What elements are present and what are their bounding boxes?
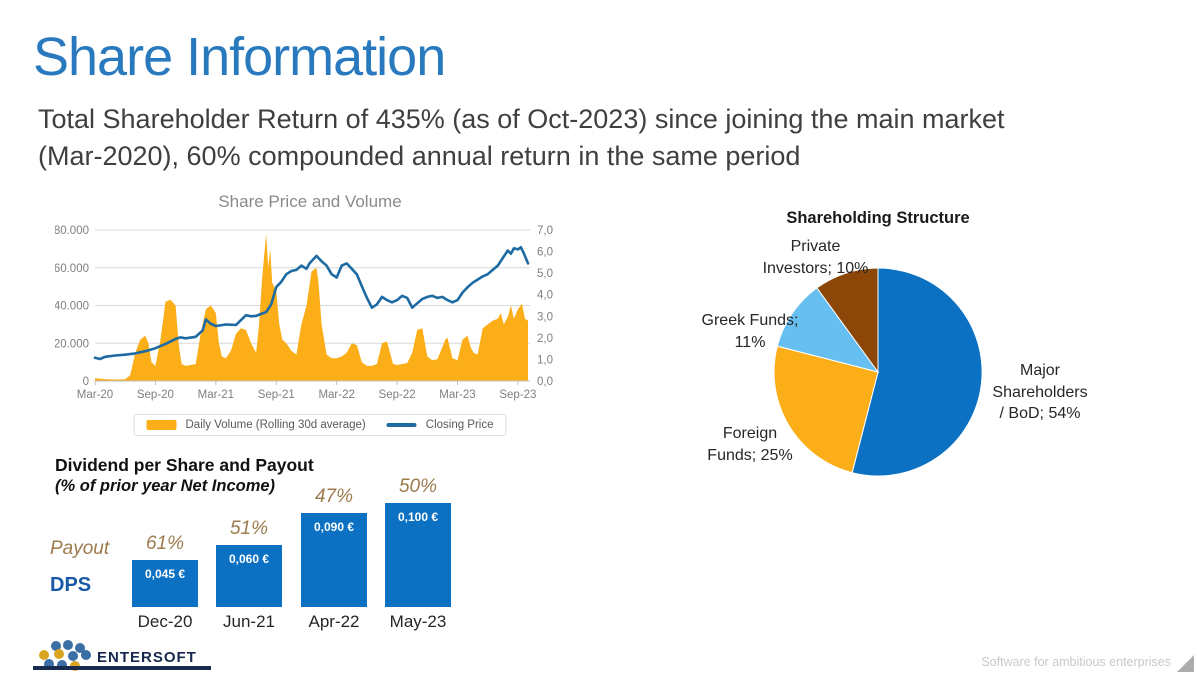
x-axis-tick-label: Sep-23	[499, 389, 536, 401]
bar-category-label: May-23	[389, 612, 447, 631]
x-axis-tick-label: Sep-20	[137, 389, 174, 401]
pie-slice-foreign-funds	[773, 345, 879, 474]
dps-value-label: 0,060 €	[228, 551, 270, 566]
page-title: Share Information	[33, 27, 446, 87]
dividend-chart-title: Dividend per Share and Payout	[55, 455, 314, 475]
closing-price-legend-swatch	[386, 423, 417, 427]
logo-dot	[54, 649, 64, 659]
x-axis-tick-label: Mar-21	[198, 389, 234, 401]
bar-category-label: Jun-21	[223, 612, 275, 631]
bar-category-label: Dec-20	[137, 612, 193, 631]
pie-slice-label: Greek Funds; 11%	[701, 312, 799, 351]
left-axis-tick-label: 80.000	[55, 225, 89, 237]
dps-row-label: DPS	[50, 574, 92, 596]
price-volume-legend: Daily Volume (Rolling 30d average) Closi…	[133, 414, 507, 436]
right-axis-tick-label: 1,0	[537, 354, 553, 366]
dps-bar-may-23	[385, 503, 451, 607]
pie-plot	[773, 267, 983, 477]
pie-slice-private-investors	[816, 267, 879, 374]
entersoft-logo: ENTERSOFT	[35, 637, 265, 673]
price-volume-plot: 80.000 60.000 40.000 20.000 0 7,0 6,0 5,0 4,0 3,0…	[55, 225, 553, 401]
right-axis-tick-label: 2,0	[537, 333, 553, 345]
x-axis-tick-label: Mar-20	[77, 389, 113, 401]
payout-value-label: 50%	[398, 476, 438, 497]
daily-volume-area	[95, 233, 528, 381]
shareholding-pie-chart	[670, 195, 1110, 495]
dps-value-label: 0,045 €	[144, 567, 186, 582]
dps-bar-jun-21	[216, 544, 282, 607]
daily-volume-legend-swatch	[146, 420, 177, 430]
logo-dot	[81, 650, 91, 660]
payout-value-label: 47%	[314, 486, 354, 508]
left-axis-tick-label: 0	[83, 376, 89, 388]
closing-price-legend-label: Closing Price	[425, 419, 494, 431]
subtitle-line-2: (Mar-2020), 60% compounded annual return…	[38, 141, 801, 172]
right-axis-tick-label: 7,0	[537, 225, 553, 237]
x-axis-tick-label: Mar-22	[318, 389, 354, 401]
dividend-chart: Dividend per Share and Payout (% of prio…	[40, 450, 480, 645]
pie-slice-major-shareholders-bod	[851, 267, 983, 477]
dps-bar-apr-22	[301, 513, 367, 607]
pie-slice-label: Major Shareholders / BoD; 54%	[992, 362, 1088, 423]
dps-bar-dec-20	[132, 560, 198, 607]
daily-volume-legend-label: Daily Volume (Rolling 30d average)	[185, 419, 366, 431]
share-price-volume-chart: Share Price and Volume 80.000 60.000 40.00…	[55, 192, 567, 442]
logo-dot	[51, 641, 61, 651]
corner-triangle-icon	[1177, 655, 1194, 672]
payout-value-label: 61%	[145, 533, 185, 555]
logo-dot	[39, 650, 49, 660]
pie-slice-label: Foreign Funds; 25%	[707, 425, 793, 464]
right-axis-tick-label: 5,0	[537, 268, 553, 280]
left-axis-tick-label: 40.000	[55, 301, 89, 313]
logo-dot	[68, 651, 78, 661]
bar-category-label: Apr-22	[308, 612, 360, 631]
x-axis-tick-label: Sep-22	[379, 389, 416, 401]
entersoft-logo-text: ENTERSOFT	[97, 649, 197, 666]
logo-underline	[33, 666, 211, 670]
dps-value-label: 0,100 €	[397, 510, 439, 524]
payout-value-label: 51%	[229, 517, 269, 539]
left-axis-tick-label: 60.000	[55, 263, 89, 275]
x-axis-tick-label: Mar-23	[439, 389, 475, 401]
right-axis-tick-label: 4,0	[537, 290, 553, 302]
pie-slice-greek-funds	[776, 287, 880, 373]
footer-tagline: Software for ambitious enterprises	[981, 655, 1171, 669]
left-axis-tick-label: 20.000	[55, 338, 89, 350]
dps-value-label: 0,090 €	[313, 520, 355, 535]
x-axis-tick-label: Sep-21	[258, 389, 295, 401]
pie-slice-label: Private Investors; 10%	[762, 238, 869, 277]
right-axis-tick-label: 3,0	[537, 311, 553, 323]
closing-price-line	[93, 245, 530, 361]
logo-dot	[44, 659, 54, 669]
payout-row-label: Payout	[50, 538, 110, 559]
pie-chart-title: Shareholding Structure	[786, 209, 970, 227]
subtitle-line-1: Total Shareholder Return of 435% (as of …	[38, 104, 1005, 134]
subtitle: Total Shareholder Return of 435% (as of …	[38, 101, 1118, 176]
logo-dot	[75, 643, 85, 653]
logo-dot	[63, 640, 73, 650]
dividend-chart-subtitle: (% of prior year Net Income)	[55, 477, 276, 495]
price-volume-chart-title: Share Price and Volume	[218, 192, 402, 211]
right-axis-tick-label: 0,0	[537, 376, 553, 388]
logo-dot	[57, 660, 67, 670]
right-axis-tick-label: 6,0	[537, 247, 553, 259]
